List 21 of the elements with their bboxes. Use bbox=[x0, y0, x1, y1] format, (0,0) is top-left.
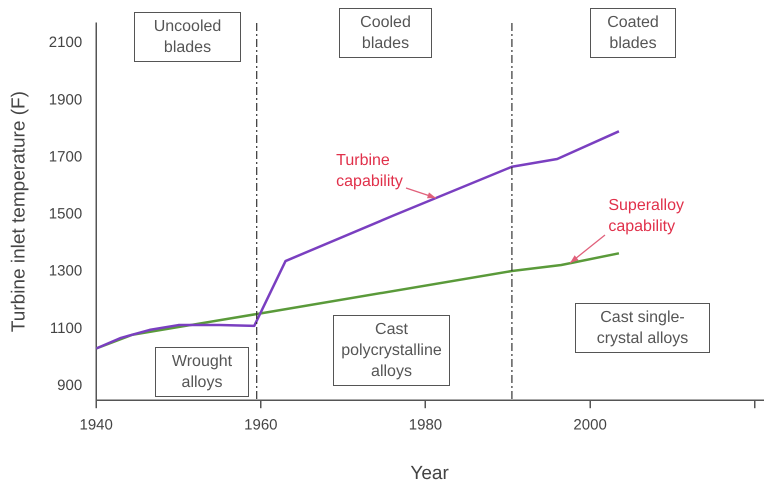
annotation: Uncooled blades bbox=[134, 12, 241, 62]
annotation: Cast single-crystal alloys bbox=[575, 303, 710, 353]
annotation: Wrought alloys bbox=[155, 347, 249, 397]
x-axis-title: Year bbox=[410, 462, 450, 484]
y-tick-label: 900 bbox=[57, 377, 82, 394]
y-tick-label: 1100 bbox=[50, 320, 82, 337]
annotation: Cast polycrystalline alloys bbox=[333, 315, 450, 386]
x-tick-label: 2000 bbox=[573, 416, 607, 434]
annotation: Cooled blades bbox=[339, 8, 432, 58]
y-tick-label: 1900 bbox=[48, 91, 82, 108]
y-tick-label: 1500 bbox=[48, 206, 82, 223]
x-tick-label: 1960 bbox=[244, 416, 278, 434]
annotation: Turbine capability bbox=[336, 150, 404, 192]
annotation: Coated blades bbox=[590, 8, 676, 58]
annotation: Superalloy capability bbox=[608, 196, 685, 238]
y-axis-title: Turbine inlet temperature (F) bbox=[8, 91, 30, 332]
x-tick-label: 1980 bbox=[408, 416, 442, 434]
x-tick-label: 1940 bbox=[79, 416, 113, 434]
y-tick-label: 1300 bbox=[48, 262, 82, 280]
y-tick-label: 1700 bbox=[48, 148, 82, 166]
y-tick-label: 2100 bbox=[48, 34, 82, 52]
